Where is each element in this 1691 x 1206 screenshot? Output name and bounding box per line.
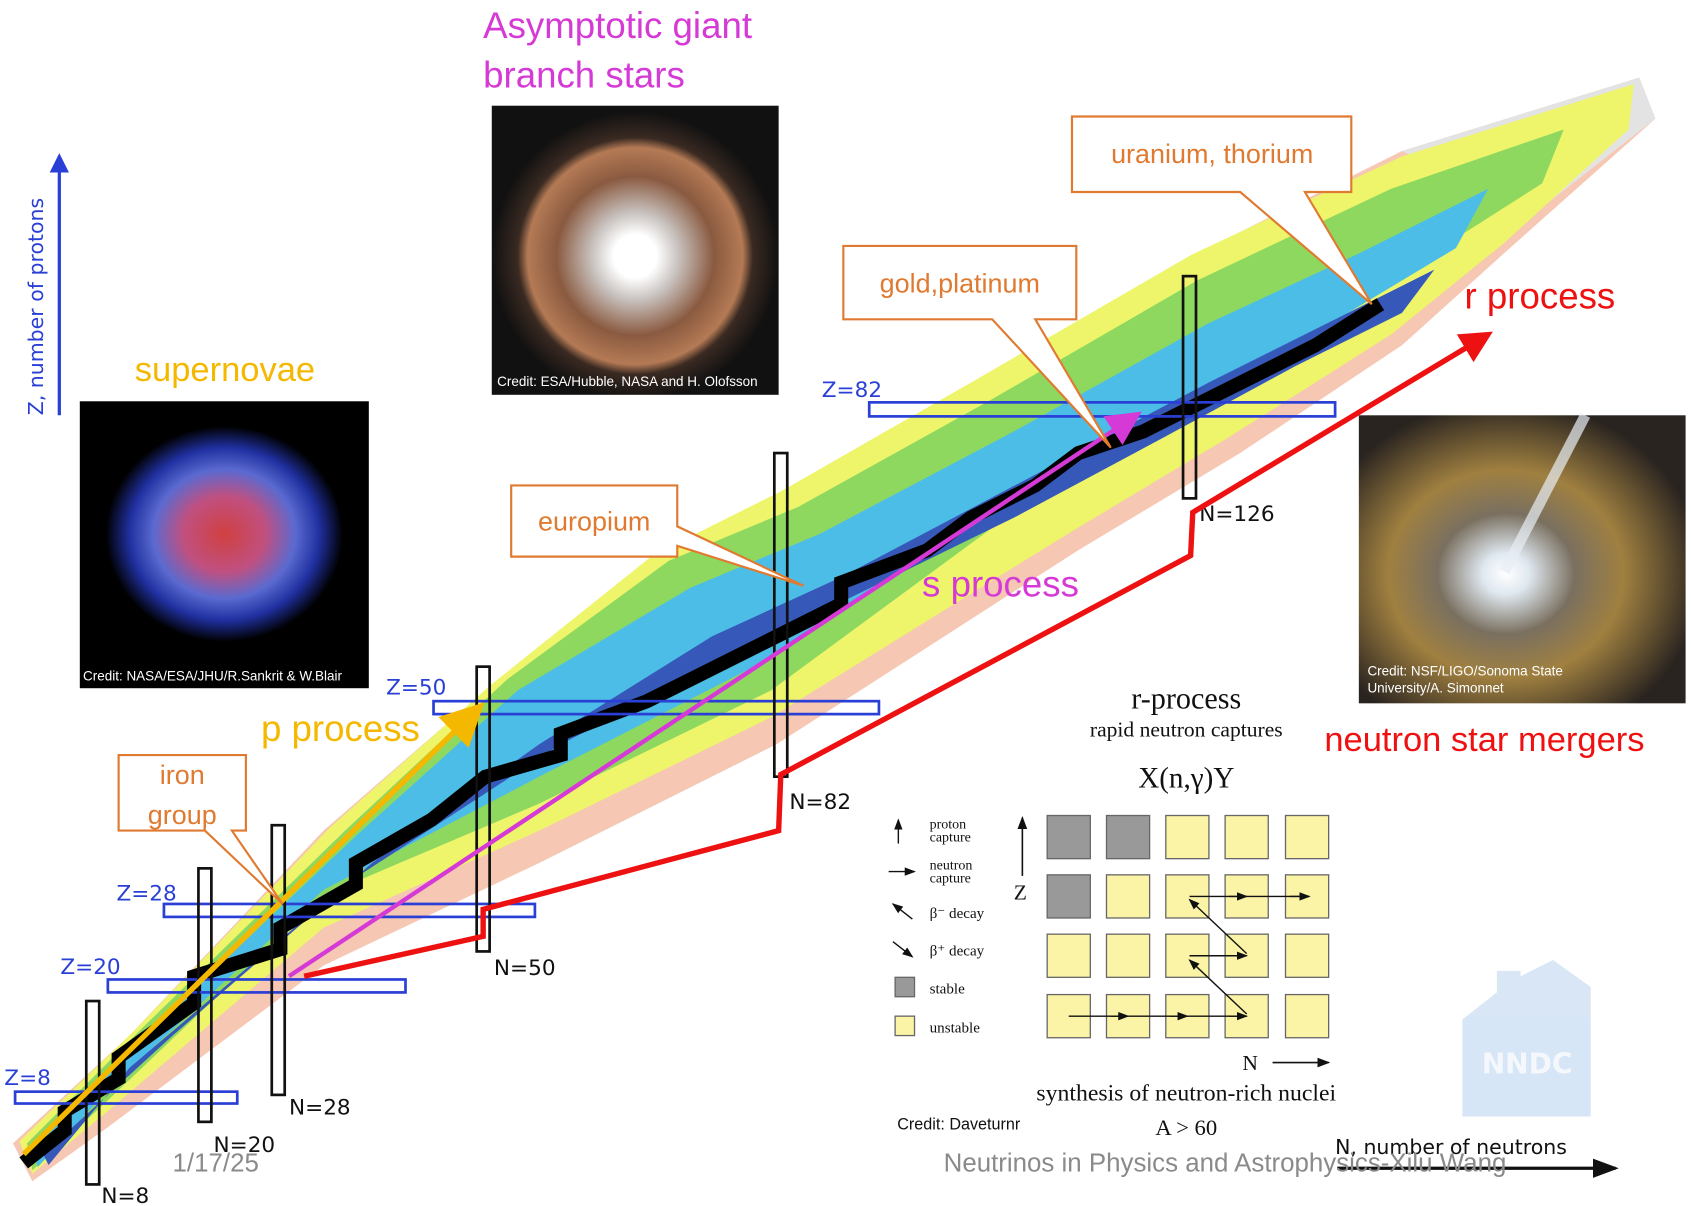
inset-title: r-process (1131, 682, 1241, 716)
r-process-inset-part (1105, 933, 1151, 978)
n-magic-label: N=8 (101, 1184, 149, 1206)
n-magic-label: N=28 (289, 1095, 351, 1120)
r-process-inset-part (894, 1015, 916, 1037)
legend-text: proton (930, 817, 967, 832)
inset-subtitle: rapid neutron captures (1090, 718, 1283, 742)
callout-text: europium (538, 507, 650, 537)
source-label: supernovae (135, 351, 315, 389)
process-label: r process (1465, 276, 1616, 317)
z-magic-label: Z=82 (822, 378, 882, 403)
callout-text: group (148, 800, 217, 830)
callout: europium (510, 484, 804, 587)
nndc-logo: NNDC (1462, 960, 1591, 1117)
magic-number-boxes-part (162, 902, 537, 919)
callout: iron group (117, 754, 284, 905)
magic-number-boxes-part (475, 665, 491, 953)
legend-text: neutron (930, 858, 973, 873)
r-process-inset-part (1105, 814, 1151, 860)
agb-photo: Credit: ESA/Hubble, NASA and H. Olofsson (491, 105, 779, 395)
source-label: neutron star mergers (1324, 721, 1644, 759)
inset-credit: Credit: Daveturnr (897, 1115, 1021, 1133)
p-process-arrow (21, 702, 485, 1157)
magic-number-boxes-part (13, 1090, 239, 1105)
legend-text: β⁺ decay (930, 944, 985, 960)
legend-text: unstable (930, 1020, 981, 1036)
r-process-inset-part (1188, 898, 1248, 955)
z-axis-label: Z, number of protons (24, 198, 48, 416)
callout-part (510, 484, 804, 587)
r-process-inset-part (1284, 933, 1330, 978)
n-magic-label: N=20 (214, 1133, 276, 1158)
magic-number-boxes-part (1181, 274, 1198, 500)
photo-credit: Credit: NSF/LIGO/Sonoma State (1367, 663, 1562, 678)
photo-credit: Credit: ESA/Hubble, NASA and H. Olofsson (497, 374, 757, 389)
inset-mass: A > 60 (1155, 1115, 1217, 1140)
agb-photo-part (491, 105, 779, 395)
z-magic-label: Z=8 (4, 1066, 51, 1091)
footer-date: 1/17/25 (173, 1149, 259, 1177)
z-magic-label: Z=50 (386, 676, 446, 701)
callout: uranium, thorium (1070, 115, 1373, 306)
z-magic-label: Z=20 (60, 955, 120, 980)
r-process-inset-part (1284, 993, 1330, 1039)
callout-text: iron (160, 760, 205, 790)
source-label: Asymptotic giant (483, 5, 752, 46)
nuclide-chart-part (19, 298, 1385, 1169)
magic-number-boxes-part (106, 978, 407, 994)
magic-number-boxes-part (432, 699, 881, 716)
r-process-inset-part (1188, 959, 1248, 1015)
callout-text: uranium, thorium (1111, 139, 1313, 169)
inset-reaction: X(n,γ)Y (1138, 762, 1234, 794)
process-label: p process (261, 708, 420, 749)
merger-photo-part (1358, 415, 1686, 704)
r-process-inset-part (1165, 814, 1210, 860)
inset-axis-label: Z (1014, 881, 1027, 905)
r-process-inset-part (892, 941, 914, 958)
magic-number-boxes-part (197, 867, 213, 1124)
logo-text: NNDC (1482, 1047, 1573, 1080)
callout-part (1070, 115, 1373, 306)
source-label: branch stars (483, 54, 685, 95)
callout-text: gold,platinum (880, 268, 1040, 298)
callout: gold,platinum (842, 244, 1112, 449)
z-magic-label: Z=28 (116, 882, 176, 907)
supernova-photo-part (105, 426, 343, 642)
n-axis-label: N, number of neutrons (1335, 1135, 1567, 1159)
r-process-inset-part (1046, 814, 1091, 860)
n-magic-label: N=50 (494, 956, 556, 981)
r-process-inset-part (1284, 814, 1330, 860)
legend-text: stable (930, 981, 966, 997)
r-process-inset-part (1046, 874, 1091, 919)
n-magic-label: N=82 (789, 790, 851, 815)
nndc-logo-part (1462, 960, 1591, 1117)
legend-text: β⁻ decay (930, 906, 985, 922)
supernova-photo: Credit: NASA/ESA/JHU/R.Sankrit & W.Blair (79, 401, 369, 689)
process-label: s process (922, 564, 1079, 605)
r-process-path (303, 331, 1493, 979)
callout-part (842, 244, 1112, 449)
photo-credit: Credit: NASA/ESA/JHU/R.Sankrit & W.Blair (83, 669, 342, 684)
r-process-inset-part (894, 976, 916, 998)
callout-part (117, 754, 284, 905)
footer-title: Neutrinos in Physics and Astrophysics-Xi… (944, 1149, 1507, 1177)
r-process-inset-part (1105, 874, 1151, 919)
r-process-inset-part (1224, 814, 1269, 860)
merger-photo-part (1499, 412, 1591, 575)
photo-credit: University/A. Simonnet (1367, 681, 1503, 696)
inset-caption: synthesis of neutron-rich nuclei (1036, 1080, 1336, 1106)
legend-text: capture (930, 830, 971, 845)
n-magic-label: N=126 (1199, 502, 1274, 527)
legend-text: capture (930, 871, 971, 886)
inset-axis-label: N (1242, 1051, 1258, 1075)
r-process-inset: r-process rapid neutron captures X(n,γ)Y… (888, 682, 1337, 1140)
r-process-inset-part (891, 903, 913, 920)
r-process-inset-part (1046, 933, 1091, 978)
merger-photo: Credit: NSF/LIGO/Sonoma State University… (1358, 412, 1686, 704)
magic-number-boxes-part (867, 401, 1337, 418)
s-process-arrow (287, 411, 1142, 979)
magic-number-boxes-part (270, 823, 287, 1097)
